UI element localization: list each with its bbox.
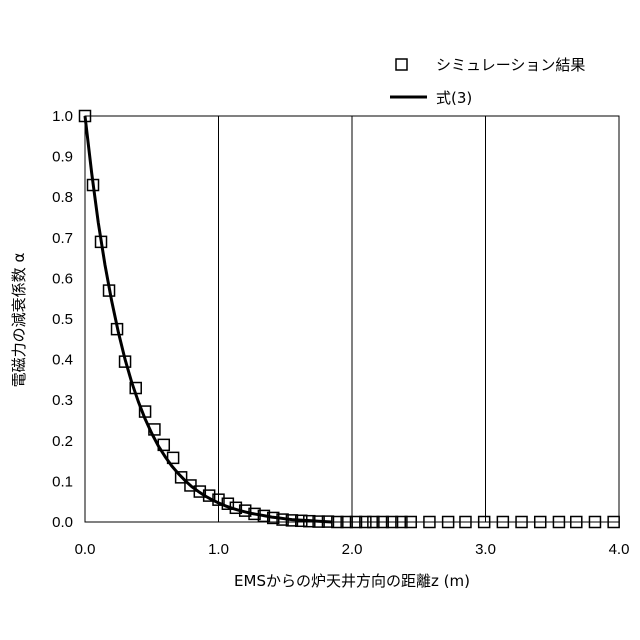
y-tick-label: 0.1	[52, 473, 73, 490]
equation-curve	[85, 116, 332, 522]
legend-label-equation: 式(3)	[436, 89, 472, 107]
y-tick-label: 0.0	[52, 514, 73, 531]
x-axis: 0.0 1.0 2.0 3.0 4.0	[75, 541, 630, 558]
y-tick-label: 0.8	[52, 189, 73, 206]
x-tick-label: 3.0	[475, 541, 496, 558]
y-tick-label: 0.7	[52, 230, 73, 247]
y-tick-label: 0.2	[52, 433, 73, 450]
legend-square-marker	[396, 59, 407, 70]
y-tick-label: 0.6	[52, 270, 73, 287]
grid-layer	[219, 116, 486, 522]
x-tick-label: 1.0	[208, 541, 229, 558]
y-tick-label: 0.4	[52, 352, 73, 369]
y-tick-label: 1.0	[52, 108, 73, 125]
x-tick-label: 0.0	[75, 541, 96, 558]
y-axis-label: 電磁力の減衰係数 α	[10, 253, 28, 388]
y-tick-label: 0.5	[52, 311, 73, 328]
y-axis: 0.0 0.1 0.2 0.3 0.4 0.5 0.6 0.7 0.8 0.9 1.0	[52, 108, 73, 531]
y-tick-label: 0.9	[52, 149, 73, 166]
legend: シミュレーション結果 式(3)	[390, 56, 585, 107]
x-tick-label: 2.0	[342, 541, 363, 558]
y-tick-label: 0.3	[52, 392, 73, 409]
series-line	[85, 116, 332, 522]
x-tick-label: 4.0	[609, 541, 630, 558]
series-markers	[80, 111, 620, 528]
legend-label-simulation: シミュレーション結果	[436, 56, 585, 74]
x-axis-label: EMSからの炉天井方向の距離z (m)	[234, 572, 470, 590]
